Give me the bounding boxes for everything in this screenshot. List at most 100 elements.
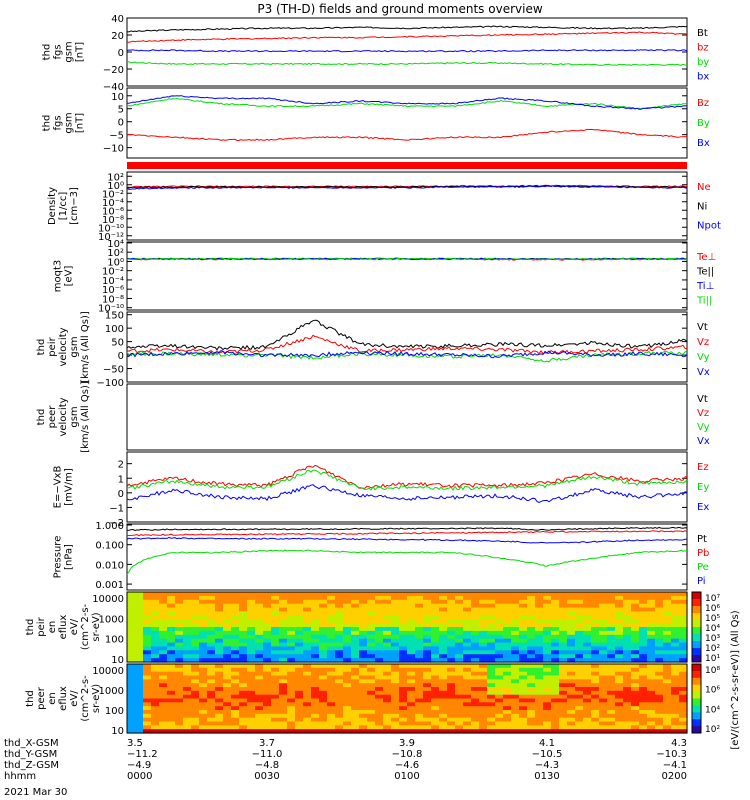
y-axis-label: sr-eV) [91,612,102,641]
heatmap-cell [295,638,304,644]
heatmap-cell [135,706,144,711]
heatmap-cell [551,702,560,707]
heatmap-cell [655,627,664,632]
heatmap-cell [607,702,616,707]
heatmap-cell [263,679,272,684]
heatmap-cell [423,607,432,613]
y-tick-label: 10⁻⁸ [102,215,124,226]
heatmap-cell [255,710,264,715]
heatmap-cell [663,729,672,734]
heatmap-cell [527,679,536,684]
heatmap-cell [279,690,288,696]
heatmap-cell [199,627,208,632]
heatmap-cell [663,687,672,692]
heatmap-cell [327,675,336,680]
heatmap-cell [279,717,288,723]
heatmap-cell [135,634,144,640]
heatmap-cell [503,646,512,651]
heatmap-cell [287,717,296,723]
heatmap-cell [183,654,192,659]
heatmap-cell [375,627,384,632]
heatmap-cell [247,702,256,707]
heatmap-cell [327,702,336,707]
heatmap-cell [279,664,288,669]
heatmap-cell [399,638,408,644]
heatmap-cell [423,702,432,707]
y-tick-label: 0.001 [95,580,124,591]
heatmap-cell [655,729,664,734]
heatmap-cell [375,721,384,726]
heatmap-cell [127,729,136,734]
heatmap-cell [575,675,584,680]
heatmap-cell [551,619,560,624]
heatmap-cell [623,658,632,663]
heatmap-cell [631,638,640,644]
heatmap-cell [383,694,392,700]
heatmap-cell [479,679,488,684]
heatmap-cell [303,725,312,730]
heatmap-cell [631,658,640,663]
heatmap-cell [327,627,336,632]
heatmap-cell [183,694,192,700]
heatmap-cell [263,690,272,696]
heatmap-cell [239,679,248,684]
heatmap-cell [231,592,240,597]
heatmap-cell [479,642,488,648]
heatmap-cell [527,611,536,616]
heatmap-cell [543,725,552,730]
heatmap-cell [527,713,536,719]
heatmap-cell [607,671,616,677]
y-tick-label: 10⁴ [107,239,124,250]
colorbar-frame [691,591,702,663]
heatmap-cell [607,627,616,632]
heatmap-cell [183,634,192,640]
heatmap-cell [303,611,312,616]
heatmap-cell [359,702,368,707]
heatmap-cell [439,664,448,669]
heatmap-cell [599,729,608,734]
heatmap-cell [519,650,528,655]
heatmap-cell [351,619,360,624]
colorbar-segment [692,599,701,607]
heatmap-cell [615,690,624,696]
heatmap-cell [663,725,672,730]
heatmap-cell [319,706,328,711]
heatmap-cell [511,592,520,597]
heatmap-cell [559,603,568,609]
heatmap-cell [295,717,304,723]
heatmap-cell [591,667,600,673]
heatmap-cell [351,658,360,663]
heatmap-cell [383,713,392,719]
heatmap-cell [447,595,456,601]
heatmap-cell [255,664,264,669]
heatmap-cell [327,729,336,734]
heatmap-cell [671,595,680,601]
heatmap-cell [327,687,336,692]
heatmap-cell [631,603,640,609]
heatmap-cell [223,630,232,636]
heatmap-cell [471,675,480,680]
heatmap-cell [519,702,528,707]
heatmap-cell [495,690,504,696]
y-axis-label: thd [42,44,53,61]
heatmap-cell [551,634,560,640]
heatmap-cell [247,619,256,624]
heatmap-cell [583,671,592,677]
x-tick-label: 0130 [534,771,559,782]
heatmap-cell [575,690,584,696]
heatmap-cell [503,717,512,723]
heatmap-cell [159,650,168,655]
heatmap-cell [135,611,144,616]
heatmap-cell [359,611,368,616]
heatmap-cell [247,654,256,659]
heatmap-cell [327,638,336,644]
heatmap-cell [127,694,136,700]
heatmap-cell [327,595,336,601]
heatmap-cell [255,607,264,613]
heatmap-cell [415,702,424,707]
heatmap-cell [183,642,192,648]
heatmap-cell [439,702,448,707]
heatmap-cell [303,694,312,700]
heatmap-cell [679,642,688,648]
series-line-Npot [126,185,688,190]
